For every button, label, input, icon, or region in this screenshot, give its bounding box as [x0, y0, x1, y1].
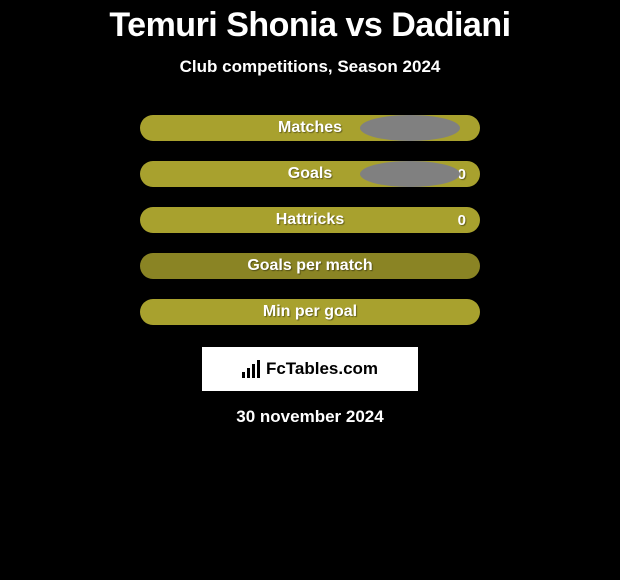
- stat-row: Goals per match: [140, 253, 480, 279]
- right-ellipse: [360, 161, 460, 187]
- stat-bar: Hattricks 0: [140, 207, 480, 233]
- stat-row: Goals0: [140, 161, 480, 187]
- stat-rows: Matches Goals0 Hattricks 0 Goals per match Mi…: [140, 115, 480, 345]
- stat-row: Min per goal: [140, 299, 480, 325]
- comparison-infographic: Temuri Shonia vs Dadiani Club competitio…: [0, 0, 620, 427]
- stat-label: Hattricks: [276, 211, 344, 229]
- stat-row: Matches: [140, 115, 480, 141]
- right-ellipse: [360, 115, 460, 141]
- page-subtitle: Club competitions, Season 2024: [180, 57, 441, 77]
- stat-right-value: 0: [458, 212, 466, 229]
- stat-label: Goals per match: [247, 257, 372, 275]
- fctables-logo: FcTables.com: [202, 347, 418, 391]
- page-title: Temuri Shonia vs Dadiani: [109, 6, 510, 45]
- stat-row: Hattricks 0: [140, 207, 480, 233]
- stat-label: Matches: [278, 119, 342, 137]
- bar-chart-icon: [242, 360, 260, 378]
- stat-bar: Min per goal: [140, 299, 480, 325]
- stat-label: Min per goal: [263, 303, 357, 321]
- date-label: 30 november 2024: [236, 407, 383, 427]
- stat-label: Goals: [288, 165, 332, 183]
- stat-bar: Goals per match: [140, 253, 480, 279]
- logo-text: FcTables.com: [266, 359, 378, 379]
